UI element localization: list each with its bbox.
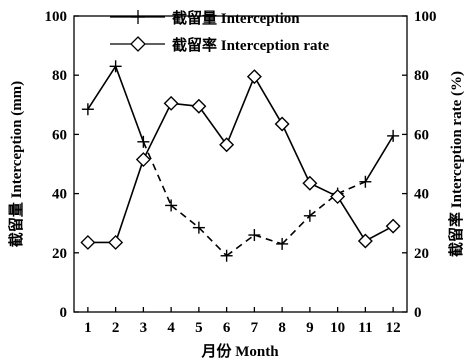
x-tick-label: 11 — [358, 320, 372, 336]
series-segment — [198, 105, 228, 146]
data-point-plus — [109, 60, 122, 73]
series-segment — [364, 135, 394, 183]
series-segment — [142, 102, 172, 160]
series-segment — [254, 234, 283, 245]
series-segment — [226, 234, 255, 257]
right-y-tick-label: 20 — [414, 246, 429, 262]
x-tick-label: 9 — [306, 320, 314, 336]
series-segment — [114, 66, 145, 143]
left-y-tick-label: 0 — [60, 305, 68, 321]
data-point-diamond — [330, 189, 346, 205]
series-segment — [114, 159, 145, 243]
left-y-tick-label: 20 — [52, 246, 67, 262]
left-y-tick-label: 100 — [45, 9, 68, 25]
right-y-tick-label: 40 — [414, 187, 429, 203]
data-point-plus — [248, 229, 261, 242]
data-point-diamond — [191, 98, 207, 114]
plot-frame — [73, 15, 408, 313]
x-tick-label: 4 — [167, 320, 175, 336]
right-y-axis: 0 20 40 60 80 100 — [402, 9, 437, 321]
series-segment — [336, 196, 367, 242]
legend-label-interception: 截留量 Interception — [172, 9, 300, 27]
series-layer — [80, 60, 401, 262]
data-point-plus — [137, 135, 150, 148]
series-interception — [81, 60, 400, 262]
data-point-diamond — [385, 218, 401, 234]
data-point-plus — [303, 209, 316, 222]
data-point-diamond — [357, 233, 373, 249]
legend-label-interception-rate: 截留率 Interception rate — [172, 36, 330, 54]
x-tick-label: 1 — [84, 320, 92, 336]
data-point-diamond — [246, 69, 262, 85]
data-point-diamond — [108, 234, 124, 250]
series-segment — [281, 215, 311, 245]
right-y-tick-label: 80 — [414, 68, 429, 84]
x-tick-label: 3 — [140, 320, 148, 336]
data-point-plus — [387, 129, 400, 142]
left-y-axis-title: 截留量 Interception (mm) — [7, 81, 25, 247]
series-segment — [281, 123, 311, 184]
series-segment — [198, 227, 228, 257]
x-tick-label: 5 — [195, 320, 203, 336]
x-tick-label: 10 — [330, 320, 345, 336]
left-y-axis: 0 20 40 60 80 100 — [45, 9, 79, 321]
data-point-plus — [220, 249, 233, 262]
data-point-plus — [165, 199, 178, 212]
data-point-diamond — [135, 152, 151, 168]
data-point-diamond — [163, 95, 179, 111]
series-segment — [170, 204, 200, 229]
left-y-tick-label: 40 — [52, 187, 67, 203]
data-point-diamond — [302, 175, 318, 191]
legend: 截留量 Interception 截留率 Interception rate — [110, 9, 330, 54]
data-point-plus — [276, 237, 289, 250]
x-tick-label: 7 — [251, 320, 259, 336]
data-point-plus — [81, 103, 94, 116]
data-point-diamond — [274, 116, 290, 132]
data-point-plus — [359, 175, 372, 188]
series-segment — [253, 76, 283, 125]
data-point-plus — [192, 221, 205, 234]
right-y-axis-title: 截留率 Interception rate (%) — [447, 71, 465, 257]
x-axis: 1 2 3 4 5 6 7 8 9 10 11 12 — [84, 307, 401, 336]
series-segment — [87, 65, 117, 110]
right-y-tick-label: 0 — [414, 305, 422, 321]
x-tick-label: 12 — [386, 320, 401, 336]
x-tick-label: 6 — [223, 320, 231, 336]
x-axis-title: 月份 Month — [200, 342, 279, 360]
left-y-tick-label: 80 — [52, 68, 67, 84]
series-segment — [337, 181, 366, 195]
x-tick-label: 2 — [112, 320, 120, 336]
right-y-tick-label: 100 — [414, 9, 437, 25]
data-point-diamond — [80, 234, 96, 250]
legend-marker-plus-icon — [131, 10, 145, 24]
left-y-tick-label: 60 — [52, 127, 67, 143]
series-segment — [225, 76, 256, 146]
series-interception-rate — [80, 69, 401, 250]
data-point-diamond — [219, 137, 235, 153]
x-tick-label: 8 — [278, 320, 286, 336]
right-y-tick-label: 60 — [414, 127, 429, 143]
legend-marker-diamond-icon — [130, 36, 146, 52]
